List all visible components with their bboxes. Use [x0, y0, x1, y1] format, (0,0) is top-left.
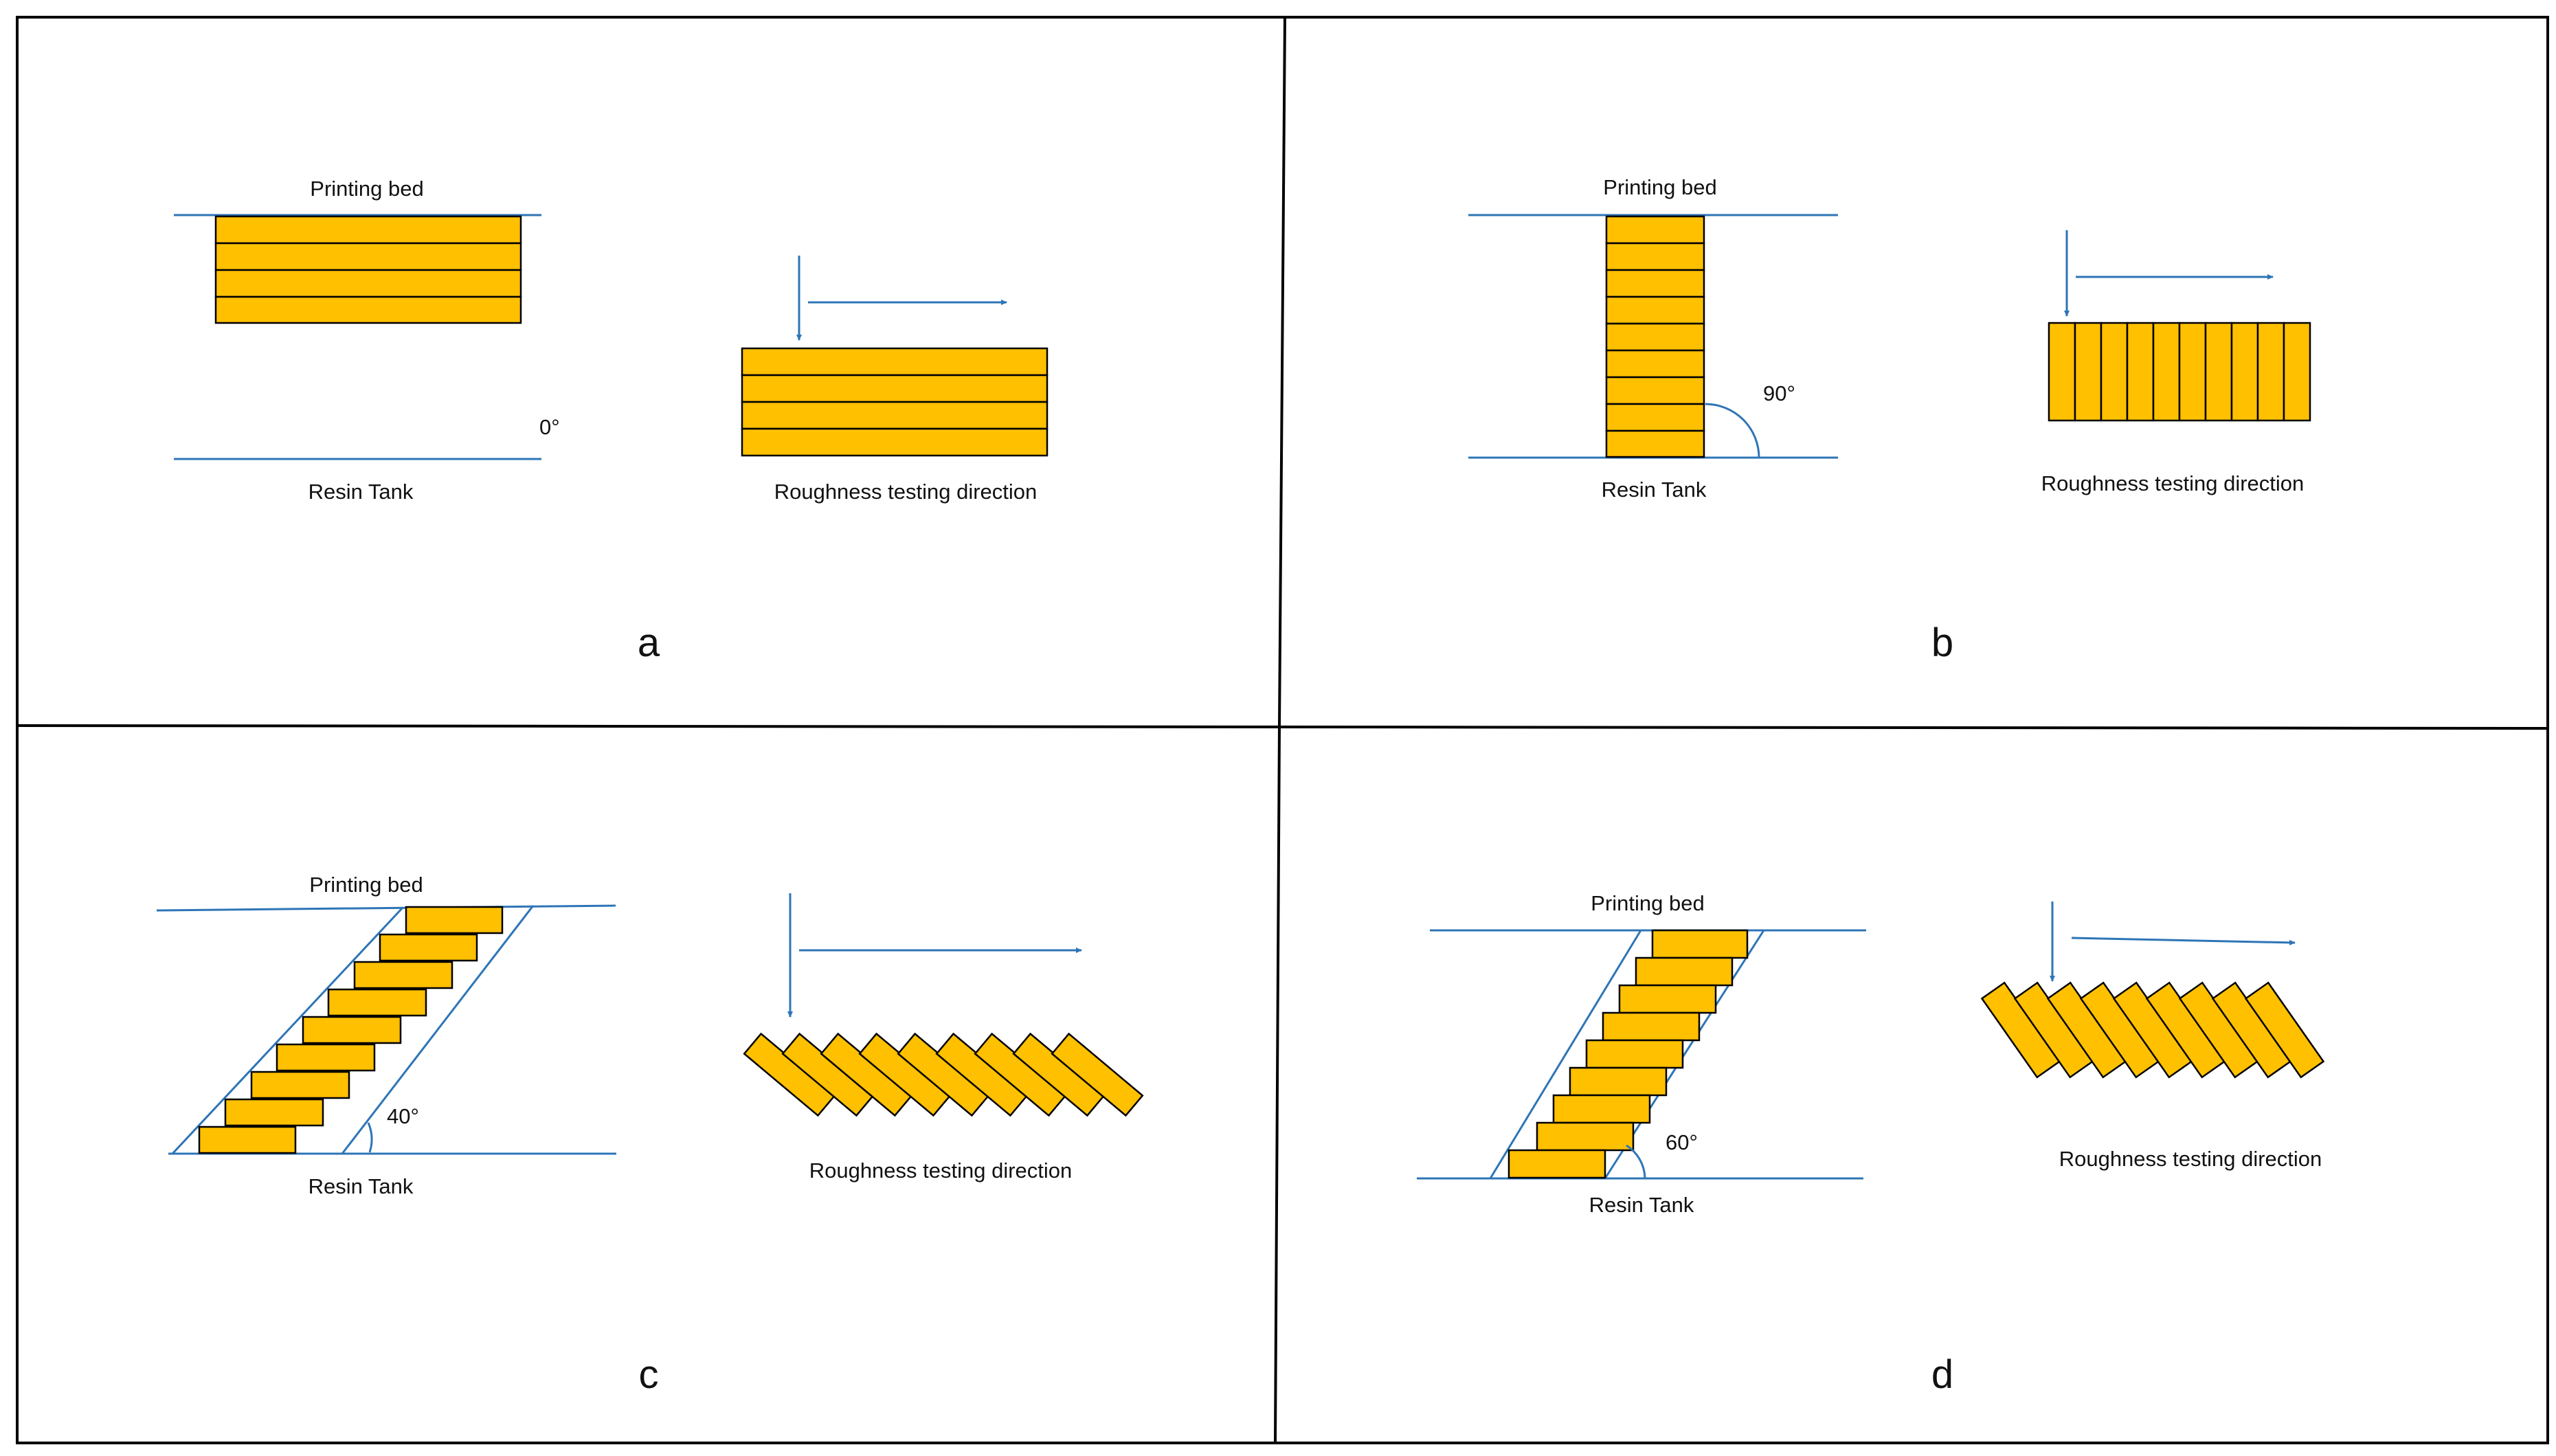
panel-letter: b [1931, 620, 1953, 665]
printed-layer [1651, 929, 1749, 959]
specimen-layer [2256, 322, 2285, 422]
printed-layer [1536, 1121, 1635, 1152]
printed-layer [1605, 242, 1705, 271]
angle-label: 90° [1763, 381, 1795, 405]
printed-layer [1618, 984, 1717, 1014]
specimen-layer [2126, 322, 2155, 422]
printed-layer [1552, 1094, 1651, 1124]
printed-layer [327, 988, 427, 1017]
specimen-layer [741, 347, 1049, 377]
printed-layers-stack [214, 215, 522, 324]
test-specimen [741, 347, 1049, 457]
test-specimen [2048, 322, 2311, 422]
specimen-layer [2283, 322, 2311, 422]
specimen-layer [2152, 322, 2181, 422]
specimen-layer [2204, 322, 2233, 422]
resin-tank-label: Resin Tank [1602, 478, 1707, 502]
printed-layer [1605, 376, 1705, 405]
specimen-layer [2178, 322, 2207, 422]
printing-bed-label: Printing bed [310, 177, 423, 201]
printed-layer [214, 215, 522, 245]
printing-bed-label: Printing bed [1603, 175, 1716, 199]
printed-layers-stack [1507, 929, 1749, 1179]
angle-arc [367, 1122, 373, 1153]
printed-layer [214, 269, 522, 298]
angle-arc [1626, 1144, 1646, 1178]
printed-layer [302, 1016, 402, 1044]
printed-layer [1605, 295, 1705, 325]
horizontal-divider [16, 724, 2548, 730]
printed-layer [1605, 322, 1705, 352]
printed-layer [379, 933, 478, 962]
specimen-layer [741, 427, 1049, 457]
printed-layer [1605, 215, 1705, 245]
vertical-divider-top [1278, 16, 1286, 726]
printed-layer [250, 1071, 350, 1099]
panel-letter: a [638, 620, 660, 665]
printed-layers-stack [1605, 215, 1705, 458]
stack-right-edge [341, 905, 535, 1154]
outer-border [16, 16, 2549, 1444]
printing-bed-label: Printing bed [309, 873, 423, 897]
panel-b: 90° Printing bed Resin Tank Roughness te… [1468, 175, 2311, 665]
angle-label: 0° [539, 415, 560, 439]
figure-frame [16, 16, 2549, 1444]
angle-label: 60° [1666, 1130, 1698, 1154]
test-specimen [743, 1032, 1144, 1117]
printed-layer [214, 295, 522, 324]
testing-direction-label: Roughness testing direction [2059, 1147, 2322, 1171]
testing-direction-label: Roughness testing direction [774, 480, 1038, 504]
panel-d: 60° Printing bed Resin Tank Roughness te… [1417, 891, 2325, 1397]
vertical-divider-bottom [1274, 725, 1281, 1444]
printed-layer [405, 906, 504, 934]
specimen-layer [2230, 322, 2259, 422]
resin-tank-label: Resin Tank [309, 480, 414, 504]
panel-c: 40° Printing bed Resin Tank Roughness te… [156, 873, 1144, 1397]
printed-layer [1602, 1011, 1701, 1042]
test-specimen [1980, 981, 2325, 1079]
resin-tank-label: Resin Tank [309, 1174, 414, 1198]
testing-direction-arrow [2071, 937, 2296, 945]
printing-bed-line [156, 904, 616, 912]
printing-bed-label: Printing bed [1591, 891, 1704, 915]
printed-layer [1605, 269, 1705, 298]
stack-left-edge [1489, 930, 1642, 1179]
panel-a: Printing bed Resin Tank 0° Roughness tes… [174, 177, 1049, 665]
printed-layer [1605, 403, 1705, 432]
specimen-layer [2244, 981, 2325, 1079]
printed-layer [1605, 349, 1705, 379]
printed-layers-stack [198, 906, 504, 1154]
printed-layer [214, 242, 522, 271]
angle-label: 40° [387, 1104, 419, 1128]
panel-letter: d [1931, 1352, 1953, 1397]
printed-layer [1605, 429, 1705, 458]
printed-layer [1507, 1149, 1606, 1179]
specimen-layer [741, 401, 1049, 430]
specimen-layer [1051, 1032, 1144, 1117]
printed-layer [1585, 1039, 1684, 1069]
testing-direction-label: Roughness testing direction [2041, 471, 2305, 495]
printed-layer [198, 1125, 297, 1154]
specimen-layer [2100, 322, 2129, 422]
printed-layer [1635, 956, 1734, 987]
printed-layer [276, 1043, 376, 1072]
printed-layer [1569, 1066, 1668, 1097]
specimen-layer [2048, 322, 2076, 422]
printed-layer [353, 961, 453, 989]
specimen-layer [741, 374, 1049, 403]
panel-letter: c [639, 1352, 659, 1397]
stack-left-edge [171, 906, 404, 1155]
resin-tank-label: Resin Tank [1589, 1193, 1694, 1217]
specimen-layer [2074, 322, 2103, 422]
testing-direction-label: Roughness testing direction [809, 1158, 1073, 1183]
printed-layer [224, 1098, 324, 1127]
angle-arc [1705, 403, 1760, 458]
